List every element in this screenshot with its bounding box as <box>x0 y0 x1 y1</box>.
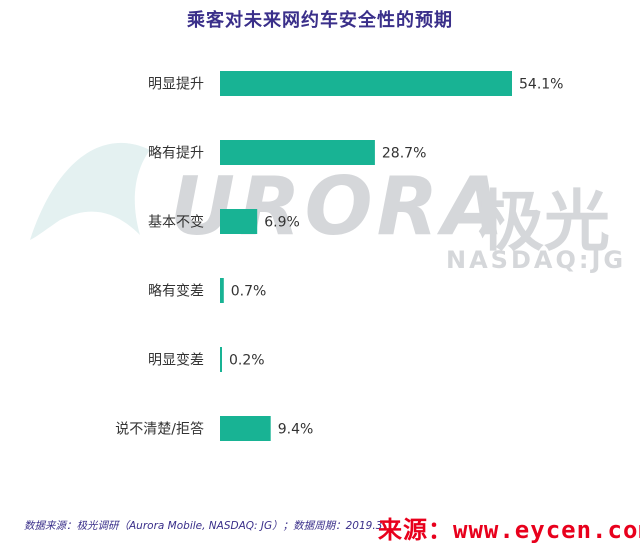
value-label: 6.9% <box>264 215 300 231</box>
category-label: 略有变差 <box>148 284 204 300</box>
category-label: 说不清楚/拒答 <box>115 421 204 438</box>
bar <box>220 140 375 165</box>
bar <box>220 416 271 441</box>
bar <box>220 278 224 303</box>
value-label: 0.7% <box>231 284 267 300</box>
source-stamp: 来源：www.eycen.com <box>378 516 640 544</box>
data-source-note: 数据来源：极光调研（Aurora Mobile, NASDAQ: JG）；数据周… <box>24 520 383 532</box>
bar <box>220 71 512 96</box>
category-label: 明显提升 <box>148 77 204 93</box>
category-label: 明显变差 <box>148 353 204 369</box>
category-label: 略有提升 <box>148 146 204 162</box>
bar <box>220 209 258 234</box>
value-label: 28.7% <box>382 146 426 162</box>
chart-title: 乘客对未来网约车安全性的预期 <box>187 10 453 31</box>
bar <box>220 347 222 372</box>
category-label: 基本不变 <box>148 214 204 231</box>
value-label: 54.1% <box>519 77 563 93</box>
value-label: 9.4% <box>278 422 314 438</box>
value-label: 0.2% <box>229 353 265 369</box>
